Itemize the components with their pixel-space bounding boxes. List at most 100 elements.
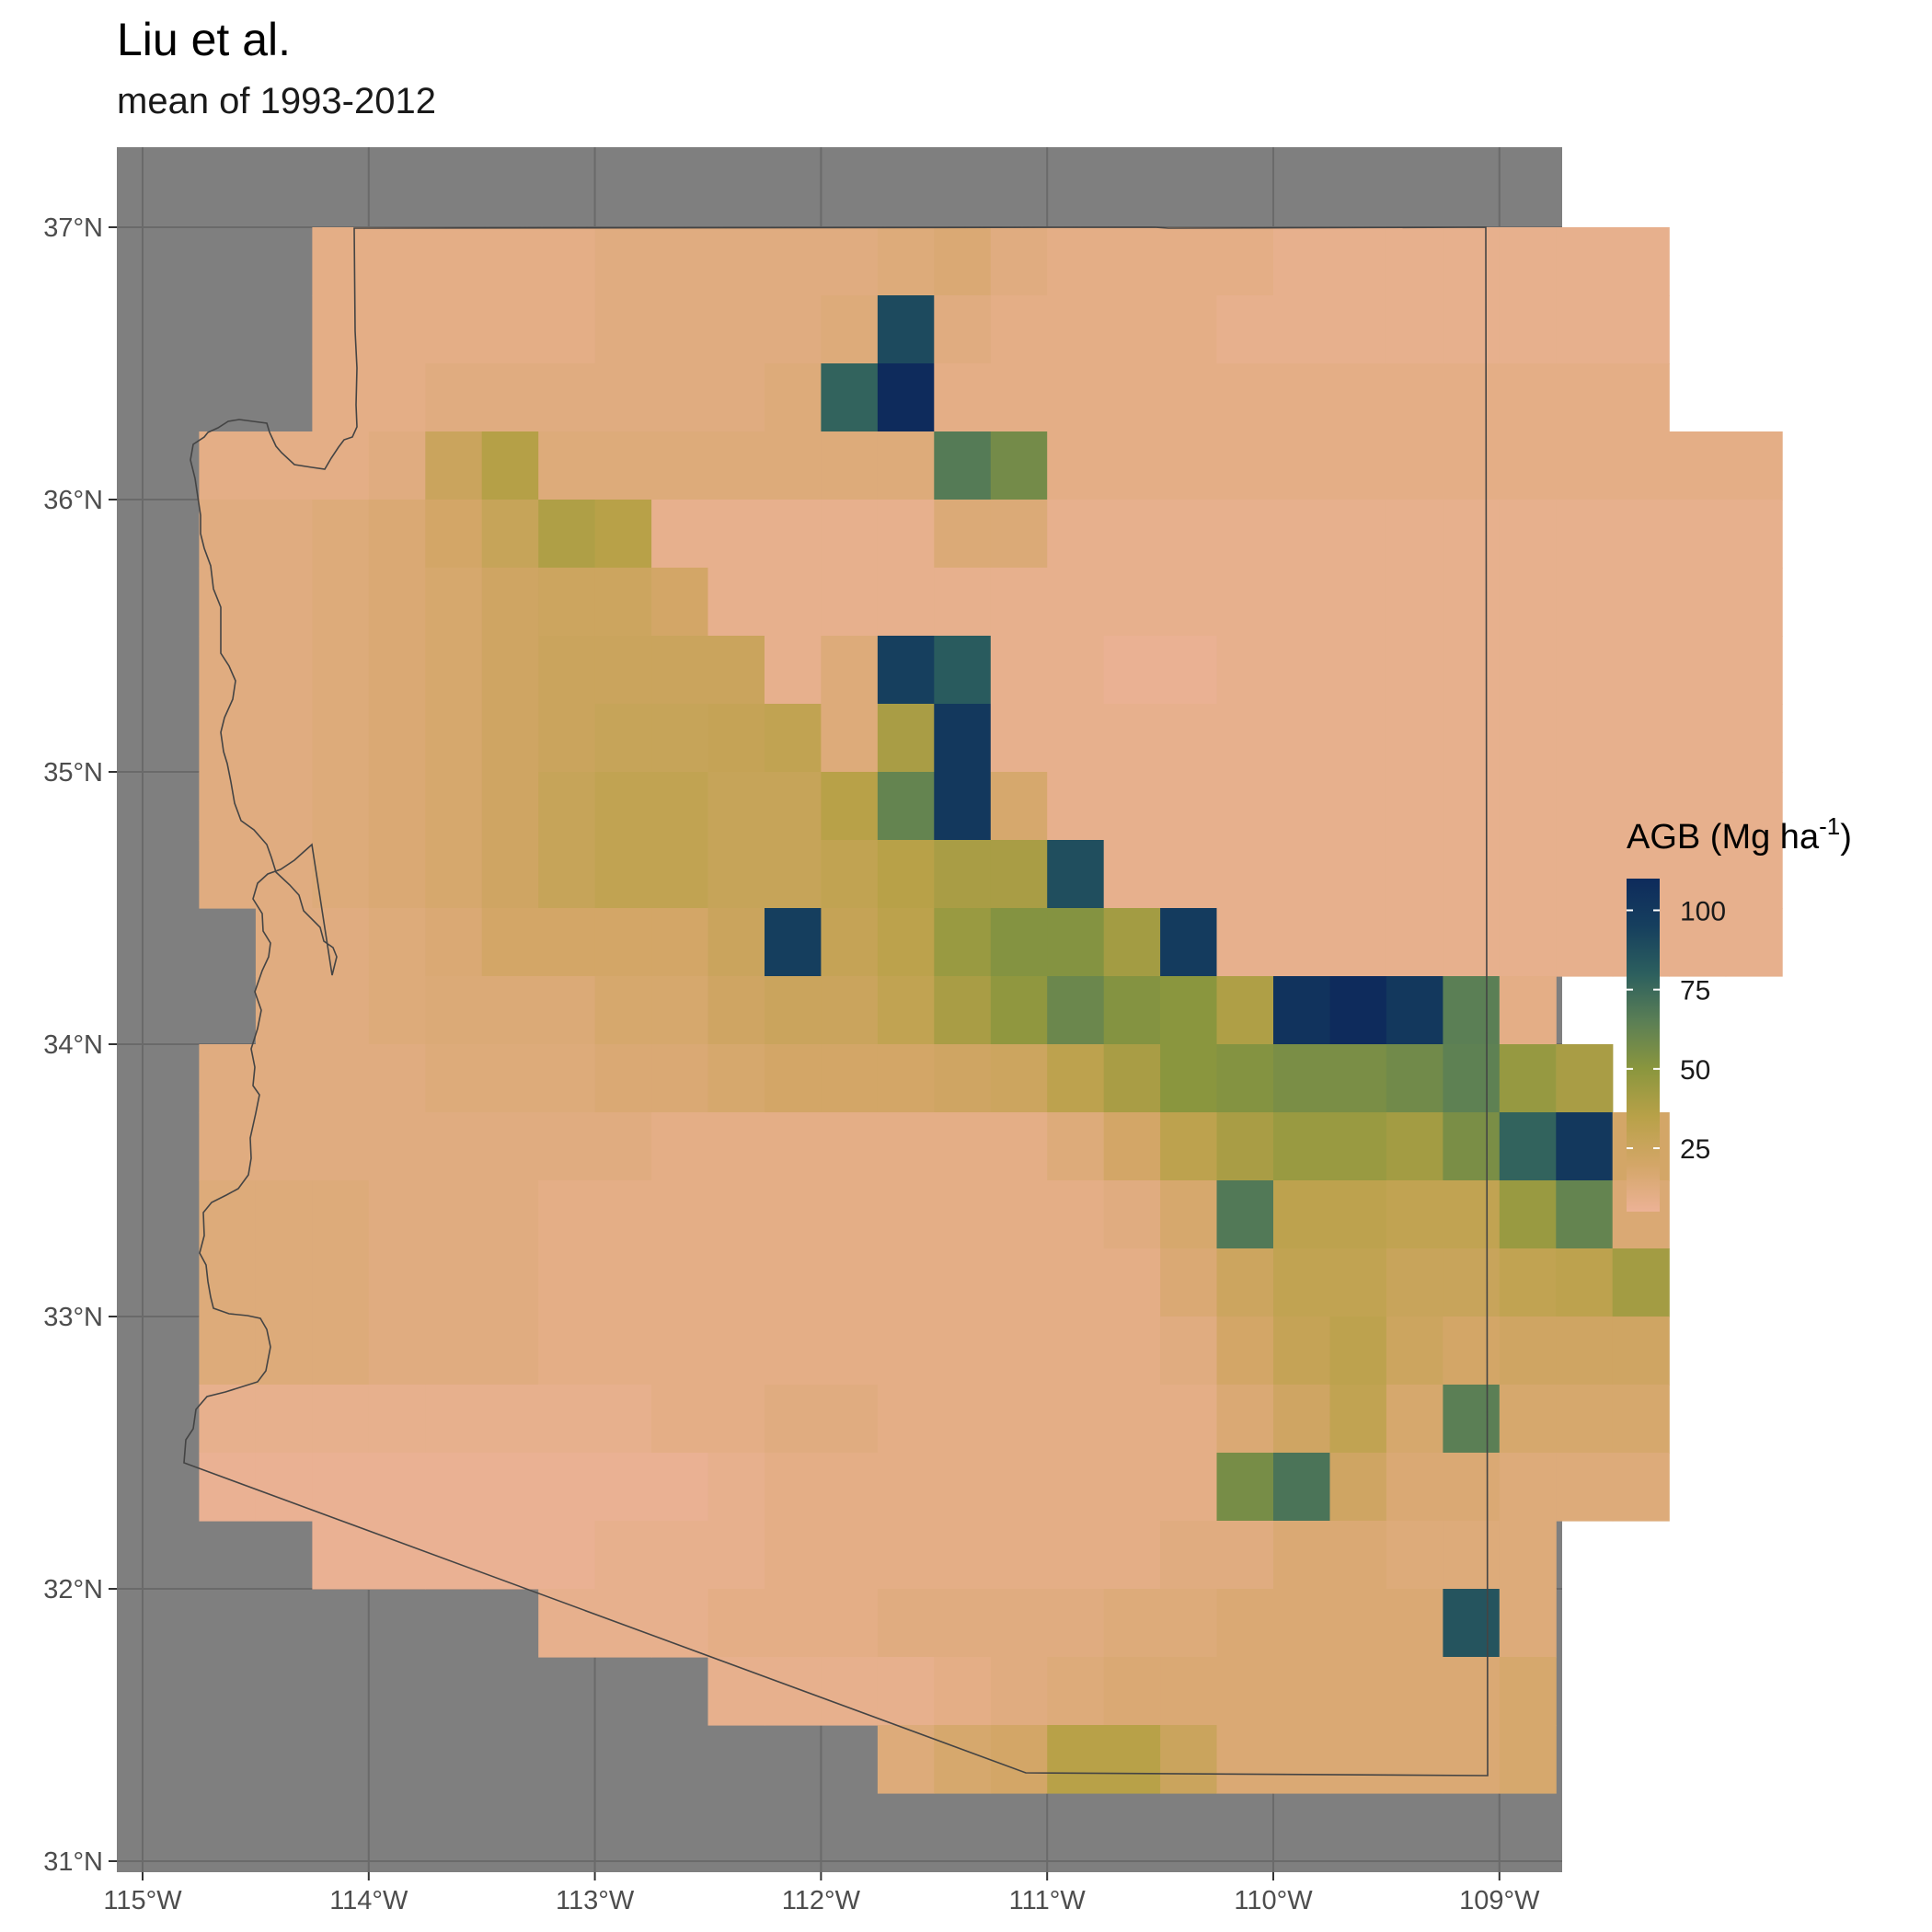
agb-cell: [1443, 908, 1501, 977]
agb-cell: [1216, 1044, 1274, 1113]
agb-cell: [425, 772, 483, 841]
agb-cell: [707, 704, 765, 773]
agb-cell: [934, 1521, 992, 1590]
agb-cell: [594, 1180, 652, 1249]
agb-cell: [425, 295, 483, 364]
agb-cell: [1160, 431, 1218, 500]
agb-cell: [1273, 1248, 1331, 1317]
agb-cell: [481, 1248, 539, 1317]
agb-cell: [1047, 840, 1105, 909]
agb-cell: [255, 1385, 313, 1454]
agb-cell: [368, 431, 426, 500]
agb-cell: [1329, 636, 1387, 705]
agb-cell: [934, 1317, 992, 1386]
agb-cell: [368, 1180, 426, 1249]
agb-cell: [255, 1112, 313, 1181]
agb-cell: [312, 1044, 370, 1113]
x-tick-label: 109°W: [1459, 1886, 1540, 1915]
agb-cell: [368, 772, 426, 841]
agb-cell: [1103, 772, 1161, 841]
y-tick-label: 37°N: [43, 213, 103, 243]
agb-cell: [1047, 363, 1105, 432]
agb-cell: [1499, 704, 1557, 773]
agb-cell: [1556, 908, 1614, 977]
agb-cell: [651, 1521, 709, 1590]
agb-cell: [1386, 1385, 1443, 1454]
agb-cell: [199, 1180, 257, 1249]
agb-cell: [368, 1453, 426, 1522]
agb-cell: [821, 908, 879, 977]
agb-cell: [934, 1044, 992, 1113]
agb-cell: [1556, 840, 1614, 909]
agb-cell: [1103, 363, 1161, 432]
agb-cell: [538, 1453, 596, 1522]
agb-cell: [765, 840, 822, 909]
agb-cell: [425, 1248, 483, 1317]
agb-cell: [1386, 1248, 1443, 1317]
agb-cell: [765, 1180, 822, 1249]
agb-cell: [481, 976, 539, 1045]
agb-cell: [934, 500, 992, 569]
agb-cell: [765, 908, 822, 977]
agb-cell: [1443, 227, 1501, 296]
axes: 115°W 114°W 113°W 112°W 111°W 110°W 109°W 31°N 3…: [43, 213, 1540, 1915]
agb-cell: [1329, 363, 1387, 432]
agb-cell: [199, 431, 257, 500]
agb-cell: [765, 1044, 822, 1113]
agb-cell: [707, 636, 765, 705]
agb-cell: [1103, 1112, 1161, 1181]
agb-cell: [1443, 500, 1501, 569]
agb-cell: [538, 976, 596, 1045]
agb-cell: [425, 500, 483, 569]
agb-cell: [1047, 976, 1105, 1045]
agb-cell: [255, 772, 313, 841]
agb-cell: [1556, 772, 1614, 841]
agb-cell: [481, 1112, 539, 1181]
agb-cell: [1216, 1317, 1274, 1386]
agb-cell: [1612, 363, 1670, 432]
agb-cell: [1103, 500, 1161, 569]
agb-cell: [1103, 568, 1161, 637]
agb-cell: [651, 1248, 709, 1317]
agb-cell: [1329, 568, 1387, 637]
agb-cell: [312, 363, 370, 432]
agb-cell: [1499, 568, 1557, 637]
agb-cell: [707, 908, 765, 977]
agb-cell: [877, 1180, 935, 1249]
agb-cell: [1499, 1725, 1557, 1794]
agb-cell: [1386, 295, 1443, 364]
agb-cell: [1499, 431, 1557, 500]
agb-cell: [990, 227, 1048, 296]
agb-cell: [1047, 1044, 1105, 1113]
legend-tick-label: 100: [1680, 896, 1726, 926]
agb-cell: [990, 1657, 1048, 1726]
agb-cell: [1047, 500, 1105, 569]
agb-cell: [368, 840, 426, 909]
agb-cell: [1103, 1453, 1161, 1522]
agb-cell: [481, 500, 539, 569]
agb-cell: [1443, 840, 1501, 909]
agb-cell: [1216, 227, 1274, 296]
agb-cell: [368, 500, 426, 569]
agb-cell: [538, 500, 596, 569]
agb-cell: [538, 1180, 596, 1249]
agb-cell: [425, 1180, 483, 1249]
agb-cell: [651, 908, 709, 977]
agb-cell: [990, 1112, 1048, 1181]
agb-cell: [312, 431, 370, 500]
agb-cell: [481, 1317, 539, 1386]
agb-cell: [1329, 704, 1387, 773]
agb-cell: [255, 1044, 313, 1113]
agb-cell: [1669, 908, 1727, 977]
agb-cell: [594, 772, 652, 841]
agb-cell: [1160, 704, 1218, 773]
agb-cell: [990, 500, 1048, 569]
agb-cell: [1047, 704, 1105, 773]
agb-cell: [765, 431, 822, 500]
legend-ticks: 100 75 50 25: [1627, 896, 1726, 1165]
agb-cell: [481, 568, 539, 637]
agb-cell: [1725, 908, 1783, 977]
agb-cell: [1273, 500, 1331, 569]
agb-cell: [821, 431, 879, 500]
agb-cell: [821, 1589, 879, 1658]
